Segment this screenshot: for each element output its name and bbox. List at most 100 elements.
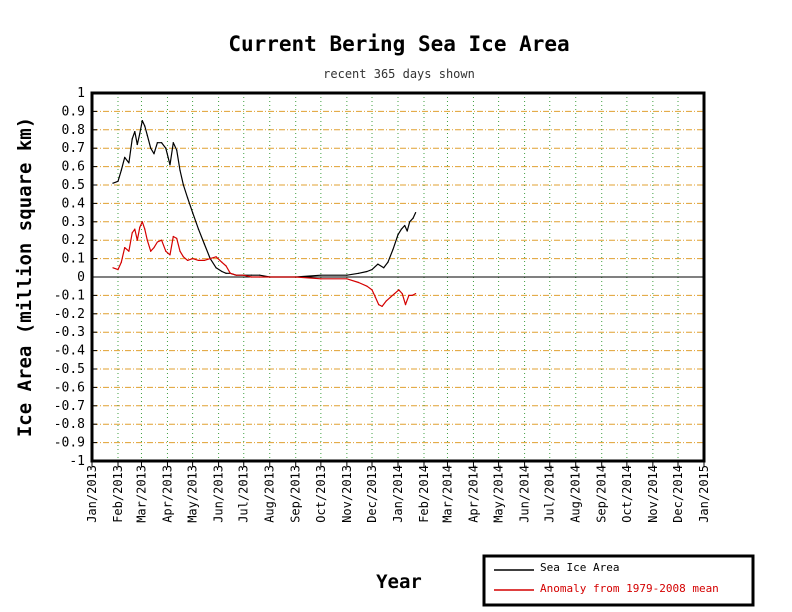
x-tick-label: Sep/2013 <box>289 465 303 523</box>
sea-ice-area-point <box>176 149 178 151</box>
x-tick-label: Jun/2014 <box>518 465 532 523</box>
anomaly-line <box>112 221 416 307</box>
chart-title: Current Bering Sea Ice Area <box>228 32 569 56</box>
x-tick-label: Jun/2013 <box>212 465 226 523</box>
y-tick-label: 0.6 <box>62 160 85 175</box>
x-tick-label: Jul/2013 <box>237 465 251 523</box>
anomaly-point <box>172 235 174 238</box>
anomaly-point <box>203 259 205 262</box>
sea-ice-area-point <box>404 224 406 227</box>
anomaly-point <box>197 259 200 262</box>
anomaly-point <box>381 305 383 308</box>
sea-ice-area-point <box>225 272 227 274</box>
y-tick-label: -0.2 <box>54 307 85 322</box>
sea-ice-area-point <box>182 184 184 186</box>
anomaly-point <box>156 241 158 243</box>
anomaly-point <box>153 246 155 249</box>
x-tick-label: Sep/2014 <box>595 465 609 523</box>
anomaly-point <box>366 285 368 287</box>
anomaly-point <box>415 292 417 295</box>
x-tick-label: Mar/2014 <box>440 465 454 523</box>
anomaly-point <box>394 292 396 295</box>
sea-ice-area-point <box>136 143 138 146</box>
sea-ice-area-line <box>112 119 417 278</box>
anomaly-point <box>192 258 194 260</box>
sea-ice-area-point <box>383 267 385 269</box>
x-tick-label: Feb/2014 <box>417 465 431 523</box>
sea-ice-area-point <box>400 228 402 230</box>
x-tick-label: Dec/2013 <box>365 465 379 523</box>
sea-ice-area-point <box>112 182 114 184</box>
anomaly-point <box>139 226 141 228</box>
y-tick-label: 0 <box>77 270 85 285</box>
sea-ice-area-point <box>203 243 205 245</box>
x-tick-label: Jul/2014 <box>543 465 557 523</box>
y-tick-label: 0.7 <box>62 141 85 156</box>
sea-ice-area-point <box>397 234 399 236</box>
x-axis-label: Year <box>376 571 422 593</box>
grid <box>92 92 704 462</box>
x-tick-label: Aug/2014 <box>569 465 583 523</box>
anomaly-point <box>346 278 348 280</box>
anomaly-point <box>221 261 223 263</box>
y-tick-label: 0.5 <box>62 178 85 193</box>
anomaly-point <box>150 250 152 252</box>
x-tick-label: Oct/2014 <box>620 465 634 523</box>
x-tick-label: Oct/2013 <box>314 465 328 523</box>
sea-ice-area-point <box>197 228 200 230</box>
anomaly-point <box>131 232 133 234</box>
y-tick-label: 0.1 <box>62 252 85 267</box>
anomaly-point <box>404 304 407 306</box>
x-tick-label: Aug/2013 <box>263 465 277 523</box>
sea-ice-area-point <box>409 221 411 223</box>
sea-ice-area-point <box>387 261 389 263</box>
anomaly-point <box>215 256 217 258</box>
anomaly-point <box>371 289 373 291</box>
anomaly-point <box>146 239 148 241</box>
x-tick-label: Nov/2014 <box>646 465 660 523</box>
y-tick-label: -0.9 <box>54 436 85 451</box>
anomaly-point <box>117 269 119 271</box>
x-tick-label: Jan/2015 <box>697 465 711 523</box>
anomaly-point <box>134 228 136 230</box>
anomaly-point <box>186 259 189 262</box>
series-group <box>112 119 417 308</box>
y-tick-label: 0.8 <box>62 123 85 138</box>
anomaly-point <box>169 254 171 256</box>
sea-ice-area-point <box>371 269 373 271</box>
sea-ice-area-point <box>415 212 417 214</box>
sea-ice-area-point <box>412 217 414 219</box>
anomaly-point <box>160 239 163 241</box>
anomaly-point <box>385 300 387 302</box>
sea-ice-area-point <box>392 248 394 250</box>
sea-ice-area-point <box>160 142 163 144</box>
y-axis-label: Ice Area (million square km) <box>14 117 36 437</box>
sea-ice-area-point <box>259 274 261 276</box>
y-tick-label: -0.3 <box>54 325 85 340</box>
anomaly-point <box>389 296 392 298</box>
anomaly-point <box>269 276 271 278</box>
legend-label-anomaly: Anomaly from 1979-2008 mean <box>540 582 719 595</box>
x-tick-label: Apr/2014 <box>466 465 480 523</box>
anomaly-point <box>144 228 146 230</box>
sea-ice-area-point <box>124 156 126 158</box>
y-axis: 1 0.9 0.8 0.7 0.6 0.5 0.4 0.3 0.2 0.1 0 -0.1 -0.2 -0.… <box>54 86 97 469</box>
sea-ice-area-point <box>377 263 379 265</box>
y-tick-label: -0.5 <box>54 362 85 377</box>
anomaly-point <box>124 246 126 249</box>
sea-ice-area-point <box>120 169 122 171</box>
anomaly-point <box>225 265 227 267</box>
sea-ice-area-point <box>320 274 322 276</box>
y-tick-label: 0.2 <box>62 233 85 248</box>
y-tick-label: -0.7 <box>54 399 85 414</box>
sea-ice-area-point <box>179 169 181 171</box>
sea-ice-area-point <box>131 138 133 140</box>
sea-ice-area-point <box>165 147 167 149</box>
sea-ice-area-point <box>146 134 148 136</box>
chart-subtitle: recent 365 days shown <box>323 67 475 81</box>
x-tick-label: Dec/2014 <box>671 465 685 523</box>
sea-ice-area-point <box>153 153 155 155</box>
sea-ice-area-point <box>156 142 158 144</box>
y-tick-label: -0.6 <box>54 380 85 395</box>
x-tick-label: Mar/2013 <box>134 465 148 523</box>
